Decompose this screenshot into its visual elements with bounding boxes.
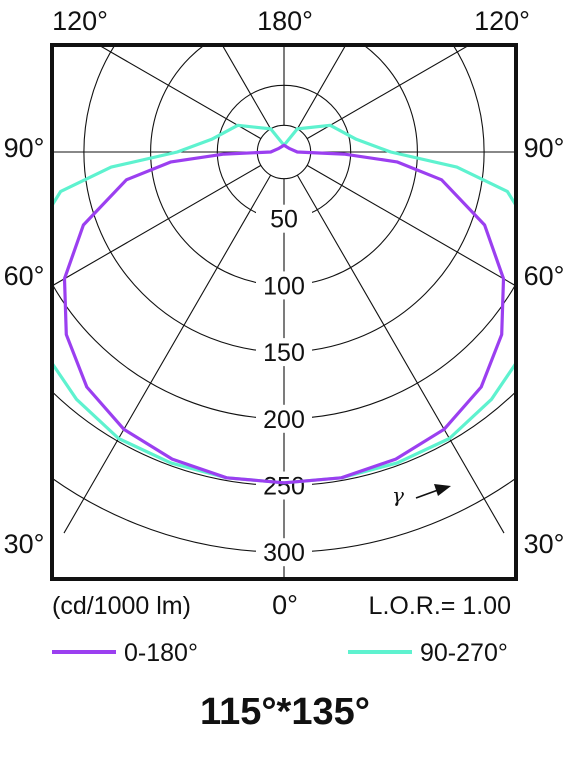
angle-label-60-left: 60° xyxy=(4,261,45,291)
grid-spoke xyxy=(296,174,505,534)
legend: 0-180° 90-270° xyxy=(52,639,508,667)
radial-tick-label: 200 xyxy=(263,406,305,434)
grid-spoke xyxy=(306,164,516,287)
tick-label-bg xyxy=(256,538,312,567)
angle-label-120-left: 120° xyxy=(52,6,108,36)
tick-label-bg xyxy=(256,404,312,433)
gamma-arrow-icon xyxy=(415,484,451,499)
radial-tick-label: 150 xyxy=(263,339,305,367)
series-layer xyxy=(52,123,516,485)
angle-label-90-left: 90° xyxy=(4,133,45,163)
angle-label-90-right: 90° xyxy=(524,133,565,163)
polar-grid-spokes xyxy=(52,45,516,579)
angle-label-30-right: 30° xyxy=(524,529,565,559)
angle-label-30-left: 30° xyxy=(4,529,45,559)
angle-label-60-right: 60° xyxy=(524,261,565,291)
angle-label-120-right: 120° xyxy=(474,6,530,36)
plot-frame xyxy=(50,43,518,581)
radial-tick-labels: 50 100 150 200 250 300 xyxy=(256,204,312,567)
tick-label-bg xyxy=(256,471,312,500)
grid-spoke xyxy=(97,45,262,140)
legend-label: 0-180° xyxy=(124,639,198,667)
grid-spoke xyxy=(296,45,347,130)
chart-title: 115°*135° xyxy=(200,691,370,733)
legend-label: 90-270° xyxy=(420,639,508,667)
tick-label-bg xyxy=(256,271,312,300)
series-curve xyxy=(62,143,506,485)
tick-label-bg xyxy=(256,338,312,367)
grid-spoke xyxy=(52,164,262,287)
lor-label: L.O.R.= 1.00 xyxy=(369,592,511,620)
tick-label-bg xyxy=(256,204,312,233)
radial-tick-label: 250 xyxy=(263,473,305,501)
grid-spoke xyxy=(221,45,272,130)
grid-spoke xyxy=(63,174,272,534)
unit-label: (cd/1000 lm) xyxy=(52,592,191,620)
grid-spoke xyxy=(306,45,471,140)
gamma-symbol: γ xyxy=(392,483,404,507)
radial-tick-label: 50 xyxy=(270,206,298,234)
angle-label-180: 180° xyxy=(257,6,313,36)
angle-label-0: 0° xyxy=(272,590,298,620)
radial-tick-label: 300 xyxy=(263,539,305,567)
radial-tick-label: 100 xyxy=(263,272,305,300)
